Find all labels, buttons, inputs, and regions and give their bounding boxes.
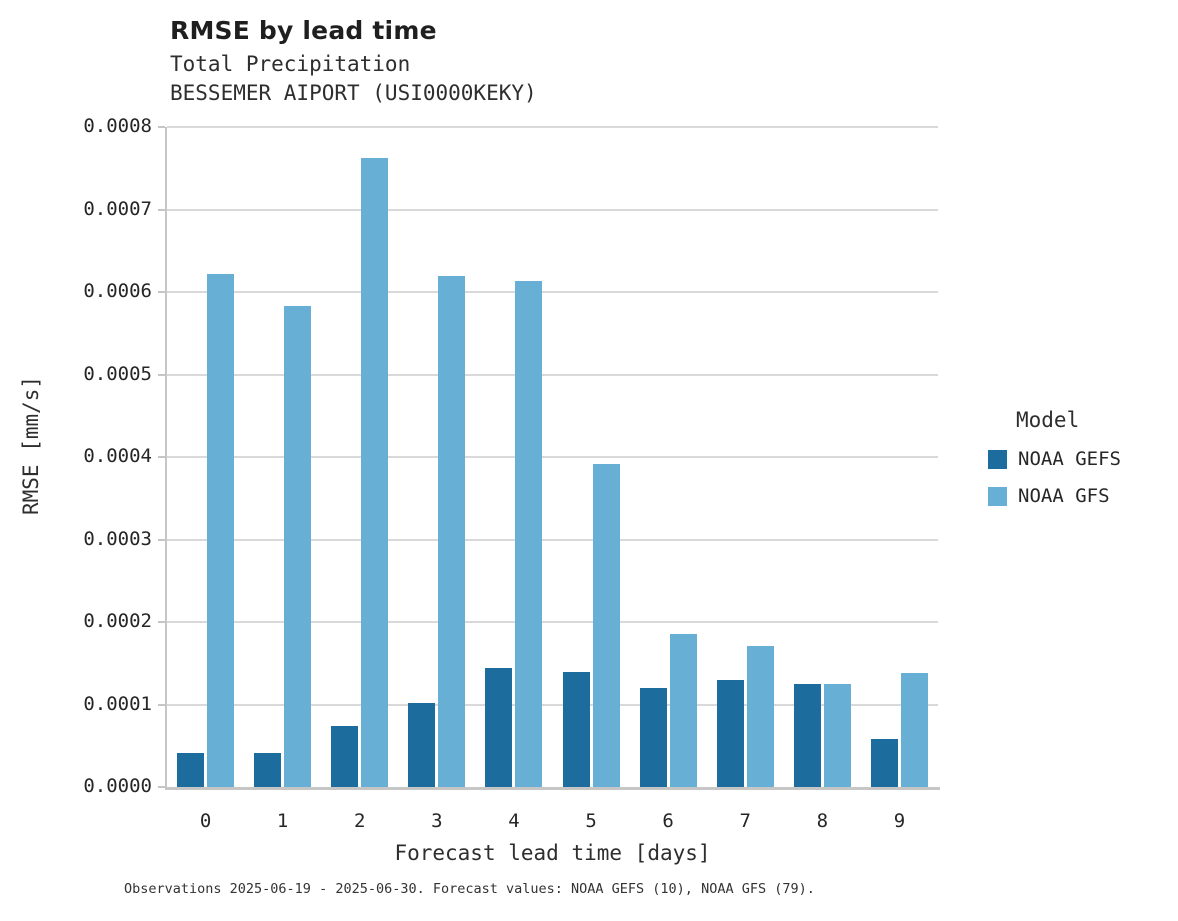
legend-item-noaa-gefs: NOAA GEFS bbox=[988, 448, 1121, 470]
legend-label: NOAA GEFS bbox=[1018, 448, 1121, 470]
gridline-0.0007 bbox=[167, 208, 938, 211]
legend-label: NOAA GFS bbox=[1018, 485, 1110, 507]
legend: Model NOAA GEFS NOAA GFS bbox=[988, 408, 1121, 522]
x-tick-label-6: 6 bbox=[662, 810, 674, 832]
y-tick-mark bbox=[158, 703, 165, 706]
legend-title: Model bbox=[1016, 408, 1080, 432]
gridline-0.0008 bbox=[167, 126, 938, 128]
gridline-0.0005 bbox=[167, 373, 938, 376]
y-tick-mark bbox=[158, 373, 165, 376]
y-tick-label: 0.0008 bbox=[83, 115, 152, 137]
footer-caption: Observations 2025-06-19 - 2025-06-30. Fo… bbox=[124, 881, 815, 897]
bar-noaa-gefs-day-4 bbox=[485, 668, 513, 787]
bar-noaa-gefs-day-1 bbox=[254, 753, 282, 787]
legend-swatch-noaa-gfs bbox=[988, 486, 1007, 506]
x-tick-label-3: 3 bbox=[431, 810, 443, 832]
bar-noaa-gefs-day-9 bbox=[870, 739, 898, 787]
y-tick-mark bbox=[158, 538, 165, 541]
y-tick-label: 0.0007 bbox=[83, 197, 152, 220]
bar-noaa-gfs-day-0 bbox=[207, 273, 235, 787]
x-tick-label-2: 2 bbox=[354, 810, 366, 832]
y-tick-mark bbox=[158, 291, 165, 293]
bar-noaa-gefs-day-0 bbox=[177, 753, 205, 787]
gridline-0.0002 bbox=[167, 621, 938, 623]
x-axis-title: Forecast lead time [days] bbox=[394, 841, 711, 865]
legend-item-noaa-gfs: NOAA GFS bbox=[988, 485, 1121, 507]
y-axis-spine bbox=[165, 127, 167, 790]
x-tick-label-7: 7 bbox=[739, 810, 751, 832]
bar-noaa-gfs-day-1 bbox=[284, 306, 312, 787]
x-tick-label-0: 0 bbox=[199, 810, 212, 832]
gridline-0.0003 bbox=[167, 538, 938, 541]
gridline-0.0006 bbox=[167, 291, 938, 293]
x-tick-label-8: 8 bbox=[816, 810, 829, 832]
x-tick-label-1: 1 bbox=[276, 810, 289, 832]
y-tick-mark bbox=[158, 456, 165, 458]
x-axis-spine bbox=[165, 787, 940, 790]
y-tick-label: 0.0002 bbox=[83, 610, 152, 632]
bar-noaa-gfs-day-2 bbox=[361, 158, 389, 787]
bar-noaa-gefs-day-8 bbox=[793, 683, 821, 787]
bar-noaa-gfs-day-4 bbox=[515, 281, 543, 787]
x-tick-label-9: 9 bbox=[893, 810, 906, 832]
bar-noaa-gefs-day-5 bbox=[562, 672, 590, 787]
y-tick-label: 0.0005 bbox=[83, 362, 152, 385]
chart-title: RMSE by lead time bbox=[170, 16, 437, 45]
y-tick-mark bbox=[158, 621, 165, 623]
y-tick-label: 0.0001 bbox=[83, 692, 152, 715]
gridline-0.0004 bbox=[167, 456, 938, 458]
bar-noaa-gfs-day-5 bbox=[592, 464, 620, 787]
bar-noaa-gfs-day-8 bbox=[823, 683, 851, 787]
bar-noaa-gfs-day-3 bbox=[438, 276, 466, 787]
bar-noaa-gefs-day-6 bbox=[639, 688, 667, 787]
y-tick-label: 0.0000 bbox=[83, 775, 152, 797]
x-tick-label-4: 4 bbox=[508, 810, 520, 832]
y-tick-mark bbox=[158, 126, 165, 128]
y-tick-label: 0.0004 bbox=[83, 445, 152, 467]
bar-noaa-gfs-day-6 bbox=[669, 633, 697, 787]
chart-subtitle-station: BESSEMER AIPORT (USI0000KEKY) bbox=[170, 81, 537, 105]
x-tick-label-5: 5 bbox=[585, 810, 597, 832]
bar-noaa-gefs-day-2 bbox=[331, 725, 359, 787]
bar-noaa-gefs-day-7 bbox=[716, 679, 744, 787]
plot-area bbox=[167, 126, 938, 787]
y-tick-mark bbox=[158, 208, 165, 211]
bar-noaa-gefs-day-3 bbox=[408, 702, 436, 787]
bar-noaa-gfs-day-7 bbox=[746, 645, 774, 787]
gridline-0.0001 bbox=[167, 703, 938, 706]
legend-items: NOAA GEFS NOAA GFS bbox=[988, 448, 1121, 507]
bar-noaa-gfs-day-9 bbox=[900, 673, 928, 787]
y-tick-label: 0.0006 bbox=[83, 280, 152, 302]
y-tick-label: 0.0003 bbox=[83, 527, 152, 550]
legend-swatch-noaa-gefs bbox=[988, 449, 1007, 469]
chart-subtitle-variable: Total Precipitation bbox=[170, 52, 411, 76]
y-tick-mark bbox=[158, 786, 165, 788]
